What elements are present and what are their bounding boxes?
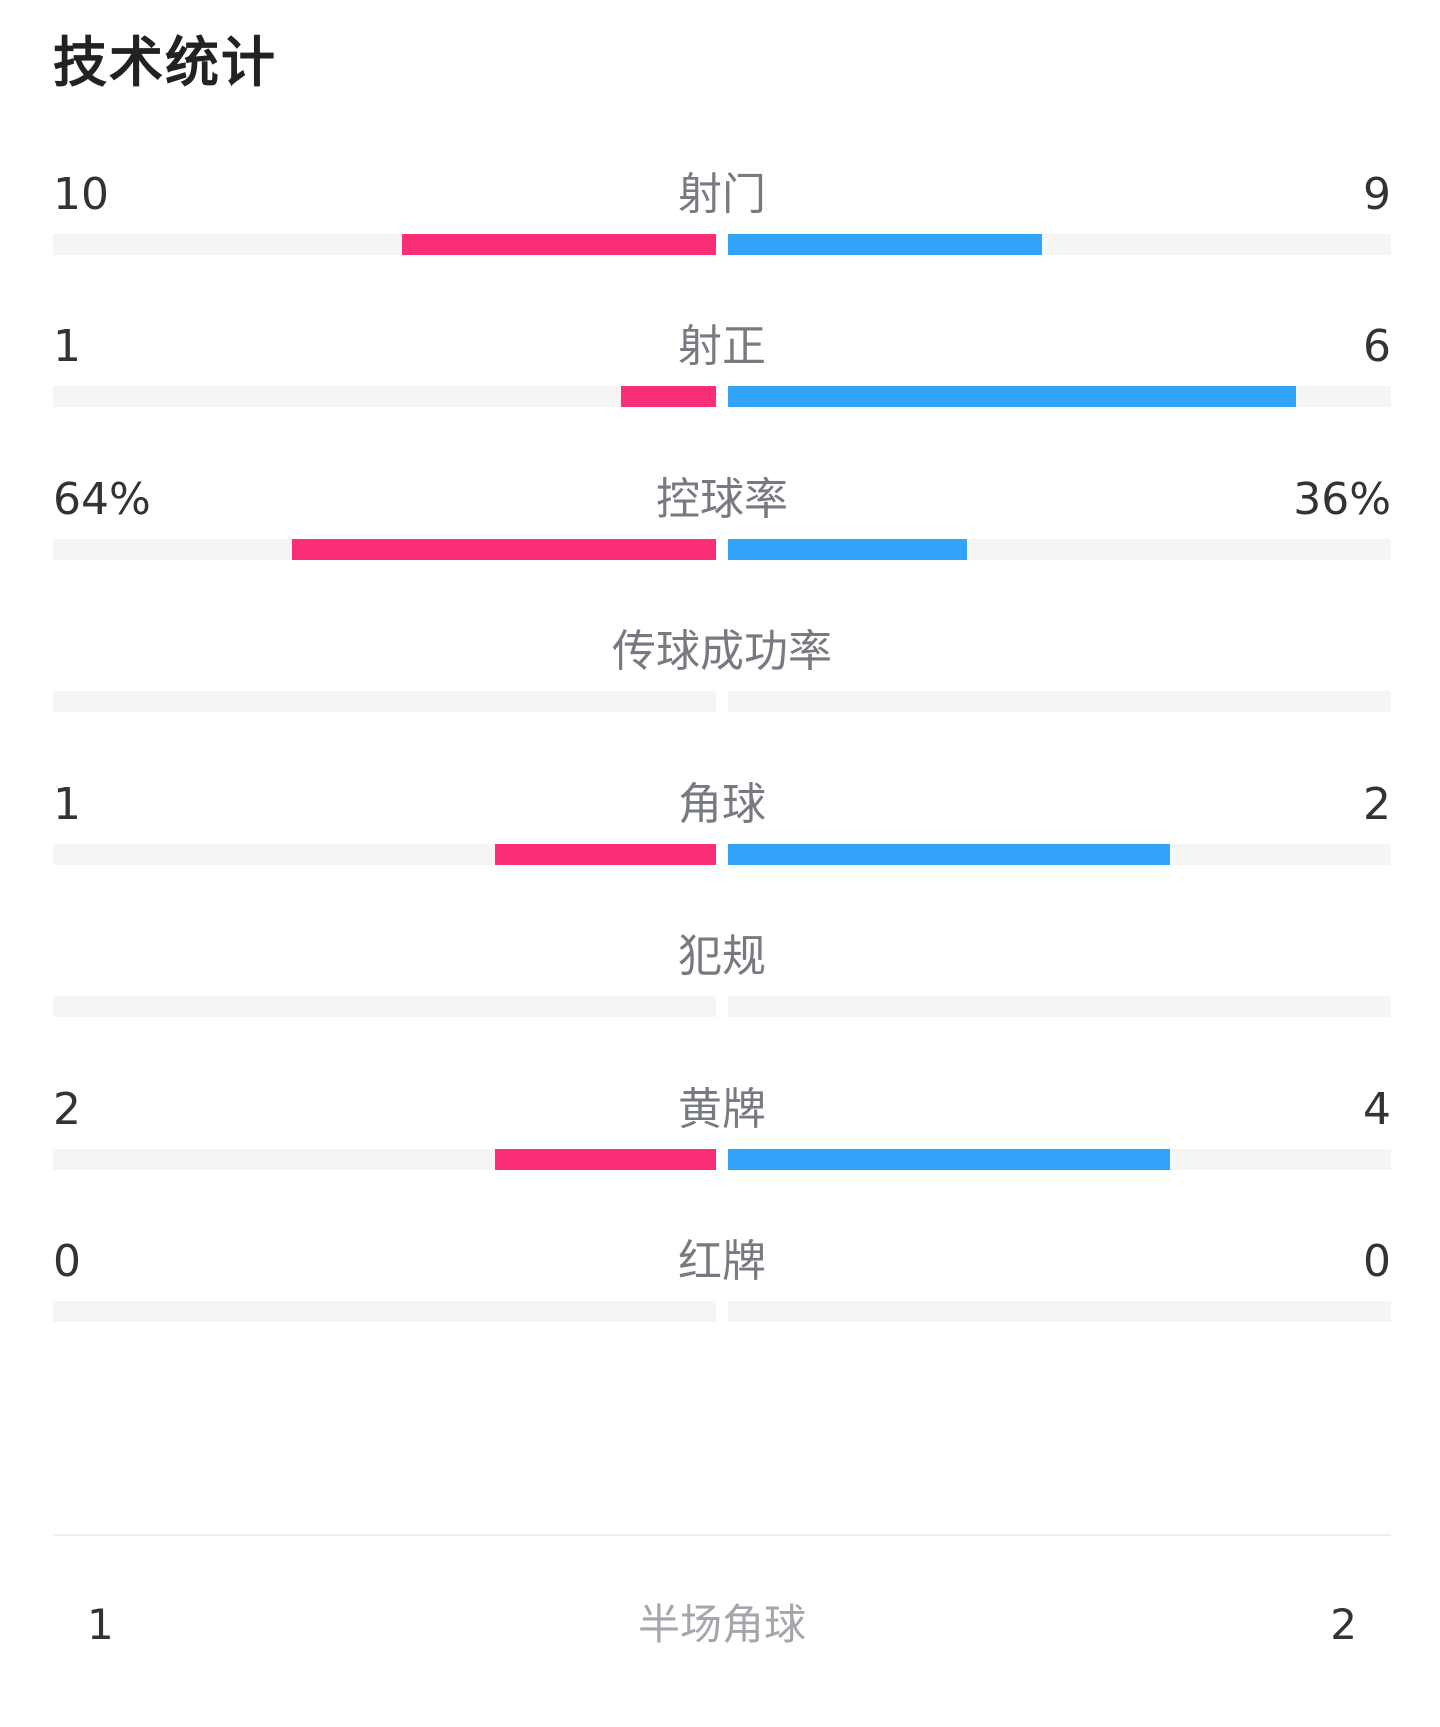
stat-right-value: 4 bbox=[1363, 1084, 1391, 1135]
right-track bbox=[728, 386, 1391, 407]
stat-header: 64% 控球率 36% bbox=[53, 465, 1391, 535]
left-track bbox=[53, 1149, 716, 1170]
stat-left-value: 1 bbox=[53, 779, 81, 830]
stat-row: 64% 控球率 36% bbox=[53, 465, 1391, 595]
left-bar bbox=[495, 1149, 716, 1170]
stat-right-value: 0 bbox=[1363, 1236, 1391, 1287]
left-track bbox=[53, 234, 716, 255]
stat-label: 传球成功率 bbox=[612, 626, 832, 677]
stat-header: 1 射正 6 bbox=[53, 312, 1391, 382]
stat-bars bbox=[53, 691, 1391, 712]
stat-row: 1 角球 2 bbox=[53, 770, 1391, 900]
halftime-right-value: 2 bbox=[1330, 1600, 1357, 1649]
stat-bars bbox=[53, 996, 1391, 1017]
stat-row: 传球成功率 bbox=[53, 617, 1391, 747]
stat-header: 10 射门 9 bbox=[53, 160, 1391, 230]
stat-label: 红牌 bbox=[678, 1236, 766, 1287]
stat-label: 射门 bbox=[678, 169, 766, 220]
left-track bbox=[53, 1301, 716, 1322]
right-track bbox=[728, 691, 1391, 712]
stat-bars bbox=[53, 1149, 1391, 1170]
left-track bbox=[53, 386, 716, 407]
left-track bbox=[53, 844, 716, 865]
right-bar bbox=[728, 1149, 1170, 1170]
stat-header: 0 红牌 0 bbox=[53, 1227, 1391, 1297]
left-bar bbox=[621, 386, 716, 407]
right-track bbox=[728, 996, 1391, 1017]
stat-label: 黄牌 bbox=[678, 1084, 766, 1135]
stat-right-value: 36% bbox=[1293, 474, 1391, 525]
stat-header: 犯规 bbox=[53, 922, 1391, 992]
stat-bars bbox=[53, 844, 1391, 865]
stat-bars bbox=[53, 386, 1391, 407]
stat-row: 0 红牌 0 bbox=[53, 1227, 1391, 1357]
stat-bars bbox=[53, 234, 1391, 255]
right-track bbox=[728, 1149, 1391, 1170]
stat-label: 犯规 bbox=[678, 931, 766, 982]
page-title: 技术统计 bbox=[53, 31, 277, 94]
stat-left-value: 64% bbox=[53, 474, 151, 525]
stat-left-value: 0 bbox=[53, 1236, 81, 1287]
stat-bars bbox=[53, 1301, 1391, 1322]
right-track bbox=[728, 539, 1391, 560]
stat-right-value: 9 bbox=[1363, 169, 1391, 220]
left-bar bbox=[495, 844, 716, 865]
halftime-left-value: 1 bbox=[87, 1600, 114, 1649]
stat-header: 传球成功率 bbox=[53, 617, 1391, 687]
stat-left-value: 1 bbox=[53, 321, 81, 372]
left-bar bbox=[292, 539, 716, 560]
right-track bbox=[728, 234, 1391, 255]
stat-header: 2 黄牌 4 bbox=[53, 1075, 1391, 1145]
halftime-label: 半场角球 bbox=[637, 1600, 806, 1649]
stat-row: 10 射门 9 bbox=[53, 160, 1391, 290]
stat-right-value: 6 bbox=[1363, 321, 1391, 372]
stat-label: 角球 bbox=[678, 779, 766, 830]
right-bar bbox=[728, 844, 1170, 865]
stat-row: 1 射正 6 bbox=[53, 312, 1391, 442]
left-track bbox=[53, 996, 716, 1017]
left-track bbox=[53, 691, 716, 712]
right-track bbox=[728, 1301, 1391, 1322]
stat-row: 2 黄牌 4 bbox=[53, 1075, 1391, 1205]
halftime-corners-row: 1 半场角球 2 bbox=[53, 1590, 1391, 1660]
stat-row: 犯规 bbox=[53, 922, 1391, 1052]
left-track bbox=[53, 539, 716, 560]
right-bar bbox=[728, 234, 1042, 255]
divider bbox=[53, 1534, 1391, 1536]
right-bar bbox=[728, 386, 1296, 407]
left-bar bbox=[402, 234, 716, 255]
right-bar bbox=[728, 539, 967, 560]
right-track bbox=[728, 844, 1391, 865]
stat-left-value: 2 bbox=[53, 1084, 81, 1135]
stat-label: 射正 bbox=[678, 321, 766, 372]
stat-label: 控球率 bbox=[656, 474, 788, 525]
stat-bars bbox=[53, 539, 1391, 560]
stat-left-value: 10 bbox=[53, 169, 109, 220]
stat-header: 1 角球 2 bbox=[53, 770, 1391, 840]
stat-right-value: 2 bbox=[1363, 779, 1391, 830]
